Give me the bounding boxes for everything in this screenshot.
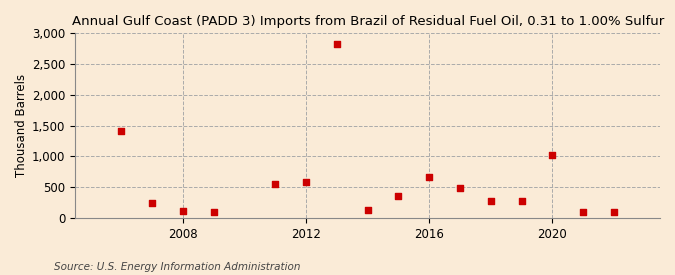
Point: [300, 180, 311, 185]
Point: [578, 210, 589, 214]
Point: [393, 194, 404, 198]
Point: [362, 208, 373, 212]
Point: [516, 199, 527, 204]
Title: Annual Gulf Coast (PADD 3) Imports from Brazil of Residual Fuel Oil, 0.31 to 1.0: Annual Gulf Coast (PADD 3) Imports from …: [72, 15, 664, 28]
Point: [424, 175, 435, 180]
Point: [209, 210, 219, 214]
Point: [454, 186, 465, 190]
Point: [331, 42, 342, 47]
Point: [146, 200, 157, 205]
Point: [608, 210, 619, 214]
Point: [116, 128, 127, 133]
Y-axis label: Thousand Barrels: Thousand Barrels: [15, 74, 28, 177]
Point: [270, 181, 281, 186]
Point: [178, 209, 188, 213]
Point: [547, 152, 558, 157]
Text: Source: U.S. Energy Information Administration: Source: U.S. Energy Information Administ…: [54, 262, 300, 272]
Point: [485, 199, 496, 204]
